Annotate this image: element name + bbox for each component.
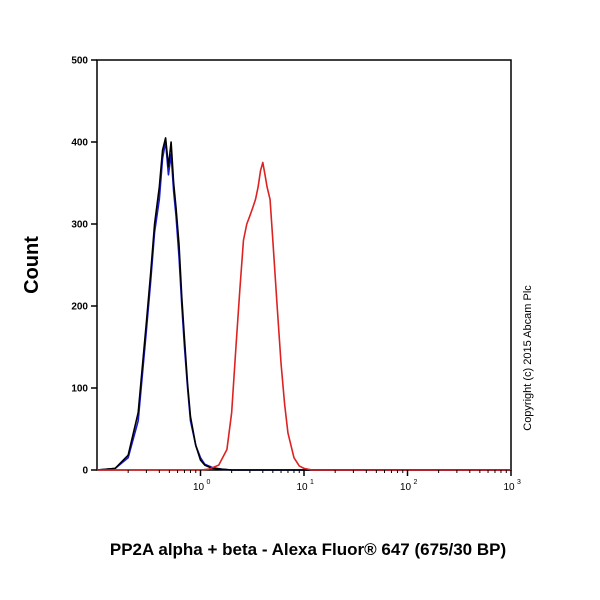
x-tick-label: 10 — [193, 482, 205, 493]
plot-axes — [96, 59, 512, 471]
x-tick-exponent: 2 — [414, 479, 418, 486]
x-tick-exponent: 1 — [310, 479, 314, 486]
series-line-2 — [96, 137, 511, 471]
x-axis-label: PP2A alpha + beta - Alexa Fluor® 647 (67… — [110, 540, 506, 559]
x-tick-exponent: 0 — [207, 479, 211, 486]
x-tick-exponent: 3 — [517, 479, 521, 486]
plot-frame — [96, 59, 512, 471]
x-tick-label: 10 — [503, 482, 515, 493]
x-tick-label: 10 — [296, 482, 308, 493]
y-tick-label: 500 — [71, 56, 88, 67]
series-line-3 — [97, 161, 511, 471]
y-tick-label: 400 — [71, 138, 88, 149]
y-tick-label: 300 — [71, 220, 88, 231]
series-layer — [96, 137, 511, 471]
copyright-annotation: Copyright (c) 2015 Abcam Plc — [522, 285, 534, 431]
x-tick-label: 10 — [400, 482, 412, 493]
y-tick-label: 0 — [82, 466, 88, 477]
y-axis-label: Count — [21, 236, 43, 294]
y-tick-label: 200 — [71, 302, 88, 313]
y-tick-label: 100 — [71, 384, 88, 395]
